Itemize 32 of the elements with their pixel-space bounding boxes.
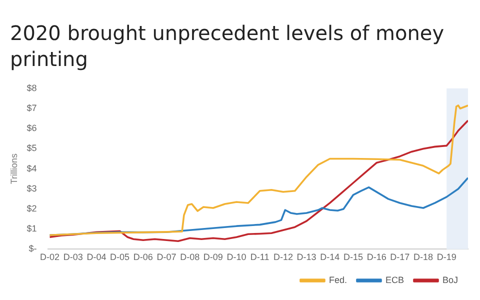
chart-title: 2020 brought unprecedent levels of money printing xyxy=(10,20,446,72)
legend-label: ECB xyxy=(385,274,404,285)
y-tick-label: $2 xyxy=(26,203,37,214)
x-tick-label: D-13 xyxy=(296,252,316,262)
x-tick-label: D-12 xyxy=(273,252,293,262)
y-tick-label: $4 xyxy=(26,163,37,174)
y-axis-title: Trillions xyxy=(8,152,19,184)
y-tick-label: $6 xyxy=(26,123,37,134)
y-tick-label: $3 xyxy=(26,183,37,194)
x-tick-label: D-07 xyxy=(156,252,176,262)
legend-label: Fed. xyxy=(328,274,347,285)
legend-label: BoJ xyxy=(442,274,458,285)
x-tick-label: D-15 xyxy=(343,252,363,262)
x-tick-label: D-10 xyxy=(226,252,246,262)
x-tick-label: D-14 xyxy=(320,252,340,262)
x-tick-label: D-02 xyxy=(40,252,60,262)
y-tick-label: $5 xyxy=(26,143,37,154)
y-tick-label: $8 xyxy=(26,82,37,93)
x-tick-label: D-11 xyxy=(250,252,270,262)
x-tick-label: D-04 xyxy=(86,252,106,262)
x-tick-label: D-08 xyxy=(180,252,200,262)
x-tick-label: D-09 xyxy=(203,252,223,262)
y-tick-label: $1 xyxy=(26,224,37,234)
x-tick-label: D-19 xyxy=(436,252,456,262)
x-tick-label: D-17 xyxy=(390,252,410,262)
y-tick-label: $- xyxy=(28,244,37,254)
x-tick-label: D-03 xyxy=(63,252,83,262)
x-tick-label: D-06 xyxy=(133,252,153,262)
x-tick-label: D-18 xyxy=(414,252,434,262)
y-tick-label: $7 xyxy=(26,102,37,113)
x-tick-label: D-05 xyxy=(110,252,130,262)
x-tick-label: D-16 xyxy=(366,252,386,262)
